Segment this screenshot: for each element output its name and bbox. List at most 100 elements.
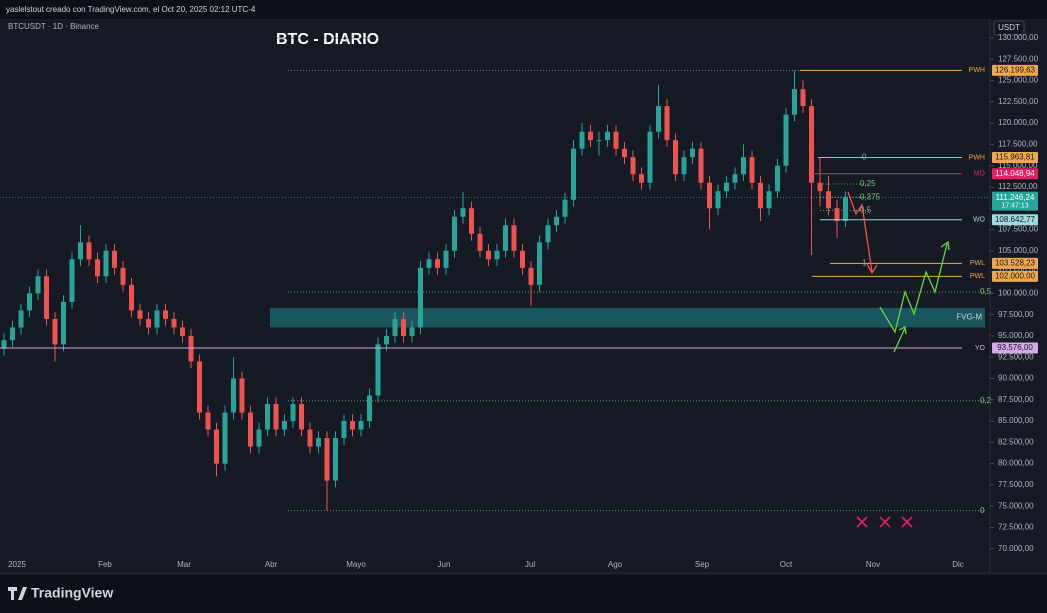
candle-body — [605, 131, 610, 141]
candle-body — [630, 157, 636, 175]
candle-body — [171, 318, 177, 328]
candle-body — [732, 174, 738, 183]
x-tick-label: 2025 — [8, 560, 26, 569]
green-arrow — [893, 326, 907, 353]
fib-label: 0,2 — [980, 396, 992, 405]
y-tick-label: 75.000,00 — [998, 501, 1034, 510]
candle-body — [367, 395, 372, 422]
price-label: 93.576,00 — [997, 343, 1033, 352]
candle-body — [197, 361, 202, 413]
y-tick-label: 117.500,00 — [998, 140, 1038, 149]
x-tick-label: Jul — [525, 560, 535, 569]
y-tick-label: 97.500,00 — [998, 310, 1034, 319]
candle-body — [486, 250, 491, 260]
price-label-box — [992, 270, 1038, 282]
candle-body — [452, 216, 457, 251]
price-label-box — [992, 342, 1038, 354]
candle-body — [834, 208, 840, 222]
candle-body — [724, 182, 729, 192]
candle-body — [477, 233, 483, 251]
candle-body — [690, 148, 695, 158]
candle-body — [307, 429, 313, 447]
zone-label: FVG-M — [956, 313, 982, 322]
candle-body — [758, 182, 763, 209]
price-label: 102.000,00 — [995, 271, 1036, 280]
candle-body — [826, 191, 831, 209]
y-tick-label: 105.000,00 — [998, 246, 1039, 255]
y-tick-label: 120.000,00 — [998, 118, 1039, 127]
level-name: WO — [973, 217, 986, 224]
x-marks — [856, 516, 913, 528]
x-tick-label: Oct — [780, 560, 793, 569]
zone — [270, 307, 985, 328]
price-label-box — [992, 257, 1038, 269]
candle-body — [418, 267, 423, 328]
candle-body — [460, 208, 466, 217]
fib-label: 0,25 — [860, 179, 876, 188]
price-label-box — [992, 64, 1038, 76]
candle-body — [231, 378, 236, 413]
price-label: 103.528,23 — [995, 258, 1036, 267]
candle-body — [749, 157, 755, 183]
x-tick-label: Jun — [438, 560, 451, 569]
level-name: MO — [974, 171, 986, 178]
drawings — [847, 191, 950, 528]
candle-body — [239, 378, 245, 413]
y-tick-label: 82.500,00 — [998, 437, 1034, 446]
candle-body — [375, 344, 381, 396]
candle-body — [205, 412, 211, 430]
candle-body — [69, 259, 75, 302]
candle-body — [622, 148, 627, 158]
candle-body — [792, 89, 797, 115]
candle-body — [120, 267, 126, 285]
candle-body — [333, 438, 338, 481]
level-name: PWL — [970, 273, 985, 280]
candle-body — [44, 276, 49, 319]
price-label-box — [992, 168, 1038, 180]
price-label: 115.963,81 — [995, 153, 1035, 162]
candle-body — [86, 242, 92, 260]
currency-box — [993, 20, 1025, 36]
currency: USDT — [998, 23, 1020, 32]
candle-body — [401, 318, 406, 336]
candle-body — [673, 140, 678, 175]
x-tick-label: Feb — [98, 560, 112, 569]
candle-body — [741, 157, 746, 175]
candle-body — [248, 412, 253, 447]
candle-body — [341, 421, 347, 439]
candle-body — [154, 310, 160, 328]
header: yaslelstout creado con TradingView.com, … — [6, 5, 256, 14]
candle-body — [180, 327, 185, 336]
y-tick-label: 80.000,00 — [998, 459, 1034, 468]
candle-body — [35, 276, 41, 294]
green-arrow — [879, 240, 950, 334]
candle-body — [392, 318, 398, 336]
candle-body — [10, 327, 15, 341]
candle-body — [18, 310, 24, 328]
candle-body — [1, 340, 7, 349]
candle-body — [511, 225, 517, 251]
y-tick-label: 87.500,00 — [998, 395, 1034, 404]
y-tick-label: 77.500,00 — [998, 480, 1034, 489]
fib-label: 0,375 — [860, 192, 881, 201]
candle-body — [783, 114, 789, 166]
fib-label: 0,5 — [860, 206, 872, 215]
symbol: BTCUSDT · 1D · Binance — [8, 22, 100, 31]
x-tick-label: Mar — [177, 560, 191, 569]
candle-body — [27, 293, 32, 311]
countdown: 17:47:13 — [1001, 202, 1028, 209]
x-tick-label: Ago — [608, 560, 623, 569]
candle-body — [528, 267, 534, 285]
candle-body — [103, 250, 109, 277]
candle-body — [273, 404, 279, 430]
y-tick-label: 85.000,00 — [998, 416, 1034, 425]
price-label: 126.199,63 — [995, 65, 1036, 74]
candle-body — [222, 412, 228, 464]
candle-body — [78, 242, 83, 260]
candle-body — [775, 165, 780, 192]
candle-body — [188, 335, 194, 362]
y-tick-label: 70.000,00 — [998, 544, 1034, 553]
candle-body — [639, 174, 644, 183]
candle-body — [571, 148, 576, 200]
